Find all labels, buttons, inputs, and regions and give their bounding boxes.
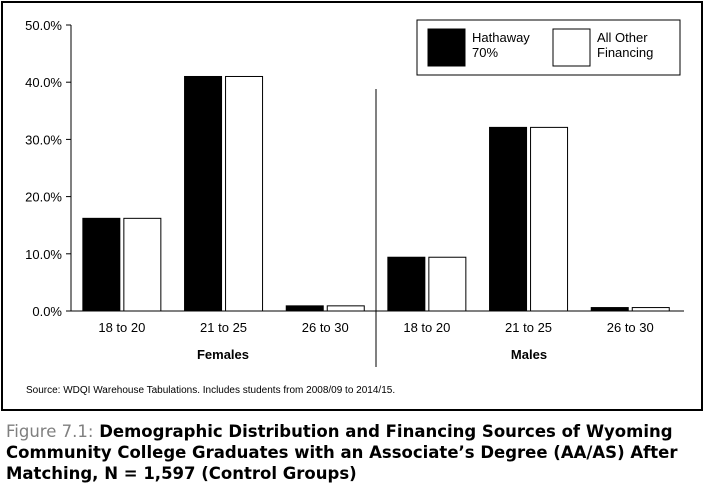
chart-frame	[1, 1, 703, 411]
x-tick-label: 18 to 20	[403, 320, 450, 335]
figure-caption: Figure 7.1: Demographic Distribution and…	[6, 421, 700, 484]
legend-swatch-hathaway	[427, 28, 466, 67]
y-tick-label: 0.0%	[32, 304, 62, 319]
bar-males-26-to-30-hathaway	[590, 307, 629, 312]
y-axis-ticks: 0.0% 10.0% 20.0% 30.0% 40.0% 50.0%	[25, 18, 71, 319]
bar-males-26-to-30-other	[631, 307, 670, 312]
legend-label-hathaway-line2: 70%	[472, 45, 498, 60]
legend-swatch-other	[552, 28, 591, 67]
bar-females-18-to-20-other	[123, 217, 162, 312]
bar-females-26-to-30-other	[326, 305, 365, 312]
bar-males-18-to-20-other	[428, 256, 467, 312]
x-tick-label: 26 to 30	[607, 320, 654, 335]
figure-title: Demographic Distribution and Financing S…	[6, 422, 678, 483]
bar-males-21-to-25-other	[530, 126, 569, 312]
bar-females-21-to-25-other	[225, 75, 264, 312]
source-note: Source: WDQI Warehouse Tabulations. Incl…	[26, 385, 396, 396]
bar-females-21-to-25-hathaway	[184, 75, 223, 312]
x-tick-label: 18 to 20	[98, 320, 145, 335]
bar-males-18-to-20-hathaway	[387, 256, 426, 312]
x-tick-label: 21 to 25	[505, 320, 552, 335]
bar-males-21-to-25-hathaway	[489, 126, 528, 312]
bars	[82, 75, 670, 312]
bar-females-18-to-20-hathaway	[82, 217, 121, 312]
y-tick-label: 20.0%	[25, 190, 62, 205]
y-tick-label: 50.0%	[25, 18, 62, 33]
bar-females-26-to-30-hathaway	[285, 305, 324, 312]
group-label-females: Females	[197, 347, 249, 362]
bar-chart: 0.0% 10.0% 20.0% 30.0% 40.0% 50.0% 18 to 20 21…	[25, 18, 684, 367]
y-tick-label: 10.0%	[25, 247, 62, 262]
y-tick-label: 40.0%	[25, 75, 62, 90]
x-axis-labels: 18 to 20 21 to 25 26 to 30 18 to 20 21 to 25…	[98, 320, 653, 335]
y-tick-label: 30.0%	[25, 132, 62, 147]
x-tick-label: 21 to 25	[200, 320, 247, 335]
group-label-males: Males	[511, 347, 547, 362]
legend-label-hathaway-line1: Hathaway	[472, 30, 530, 45]
legend: Hathaway 70% All Other Financing	[416, 19, 681, 76]
figure-number: Figure 7.1:	[6, 422, 94, 441]
x-tick-label: 26 to 30	[302, 320, 349, 335]
legend-label-other-line2: Financing	[597, 45, 653, 60]
legend-label-other-line1: All Other	[597, 30, 648, 45]
